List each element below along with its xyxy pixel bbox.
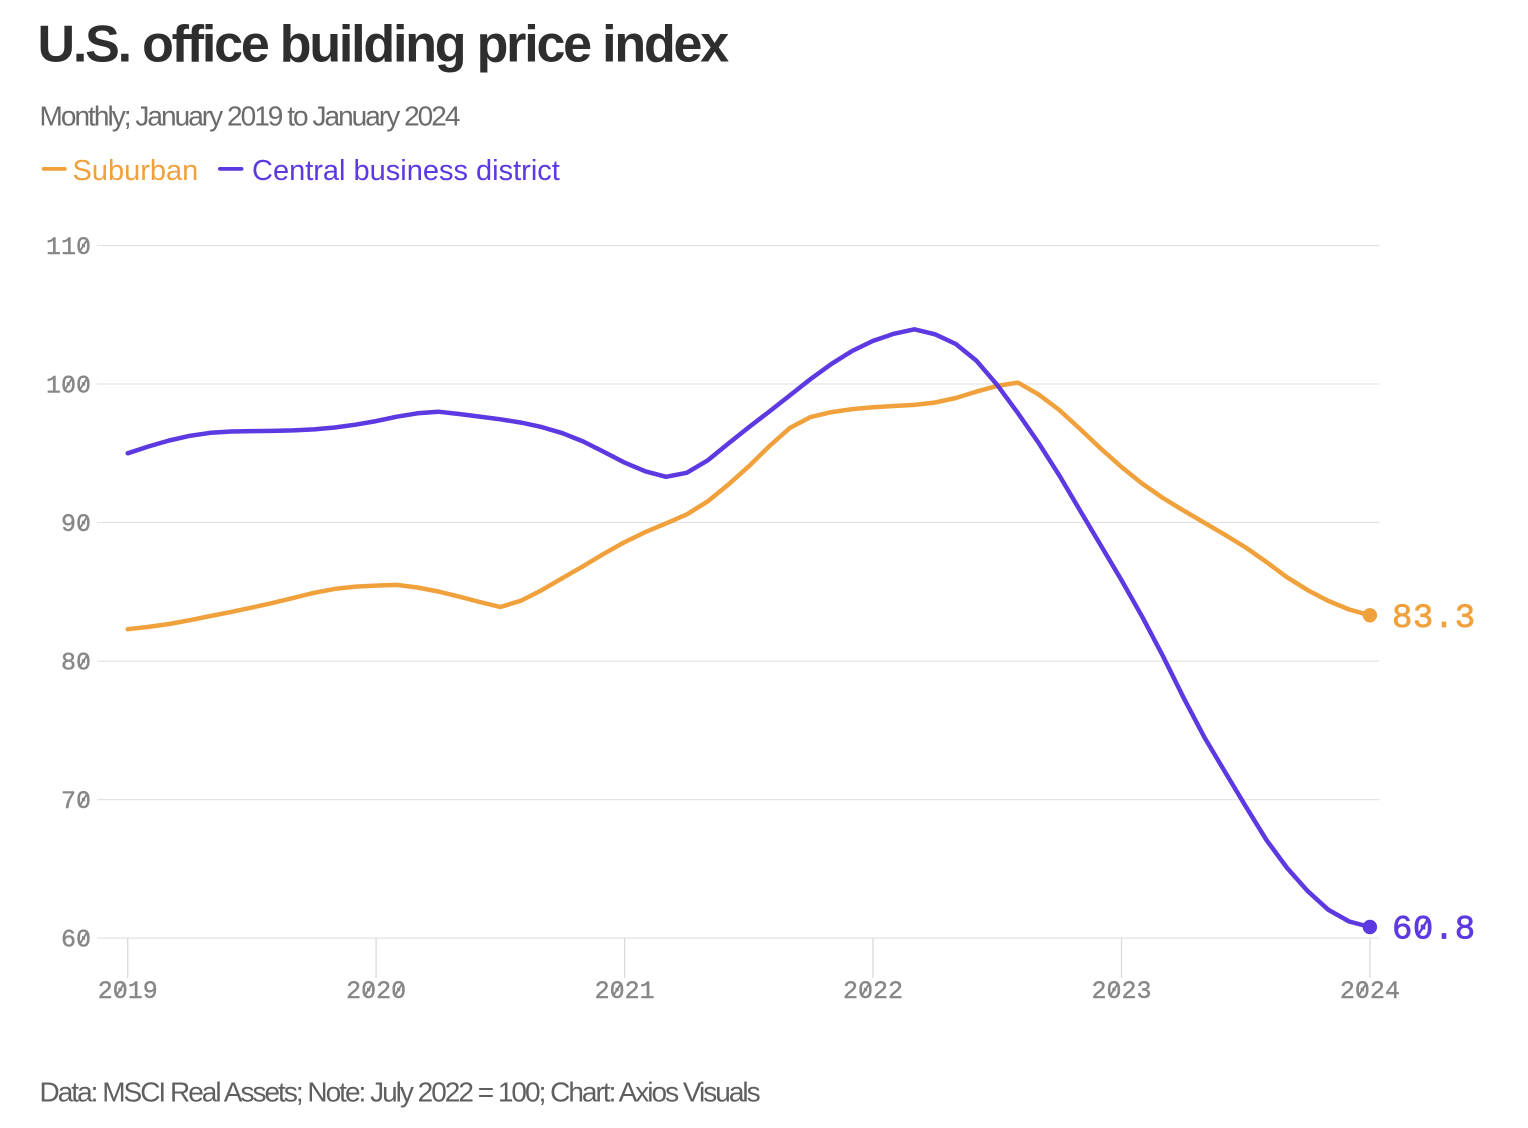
- svg-text:2024: 2024: [1340, 977, 1400, 1006]
- svg-text:Monthly; January 2019 to Janua: Monthly; January 2019 to January 2024: [40, 101, 460, 132]
- svg-text:2023: 2023: [1091, 977, 1151, 1006]
- svg-text:80: 80: [61, 648, 91, 677]
- svg-text:U.S. office building price ind: U.S. office building price index: [38, 16, 730, 74]
- svg-text:60: 60: [61, 925, 91, 954]
- svg-text:110: 110: [46, 233, 91, 262]
- svg-text:70: 70: [61, 787, 91, 816]
- svg-text:60.8: 60.8: [1392, 912, 1476, 950]
- svg-text:2021: 2021: [595, 977, 655, 1006]
- svg-text:2020: 2020: [346, 977, 406, 1006]
- svg-text:Suburban: Suburban: [73, 155, 199, 187]
- svg-text:2019: 2019: [98, 977, 158, 1006]
- svg-text:Central business district: Central business district: [252, 155, 560, 187]
- svg-text:83.3: 83.3: [1392, 600, 1476, 638]
- svg-text:Data: MSCI Real Assets; Note:: Data: MSCI Real Assets; Note: July 2022 …: [40, 1077, 760, 1108]
- svg-text:90: 90: [61, 510, 91, 539]
- svg-text:2022: 2022: [843, 977, 903, 1006]
